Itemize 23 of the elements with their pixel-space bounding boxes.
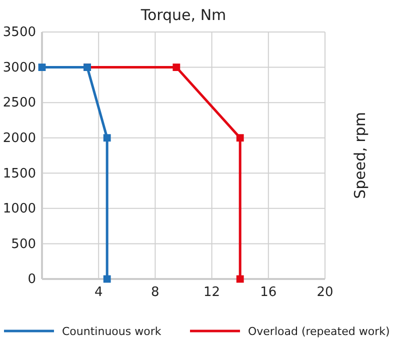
point [38,64,46,71]
y-tick-label: 500 [11,236,36,252]
x-axis-title: Torque, Nm [140,6,226,24]
point [103,134,111,142]
x-tick-label: 16 [260,285,277,300]
y-tick-label: 2000 [2,131,36,146]
y-axis-title: Speed, rpm [351,112,369,199]
point [236,134,244,142]
y-tick-label: 1500 [2,166,36,182]
x-tick-label: 4 [94,285,103,300]
x-tick-label: 20 [316,285,334,300]
y-tick-label: 1000 [2,202,36,217]
y-tick-label: 3500 [2,25,36,40]
point [172,64,180,71]
point [236,275,244,283]
y-tick-label: 0 [28,272,36,288]
y-tick-label: 2500 [2,96,36,111]
y-tick-label: 3000 [2,60,36,76]
x-tick-label: 12 [204,285,220,300]
x-tick-label: 8 [151,285,160,300]
legend-label: Countinuous work [62,325,162,338]
legend-label: Overload (repeated work) [248,325,390,338]
point [103,275,111,283]
